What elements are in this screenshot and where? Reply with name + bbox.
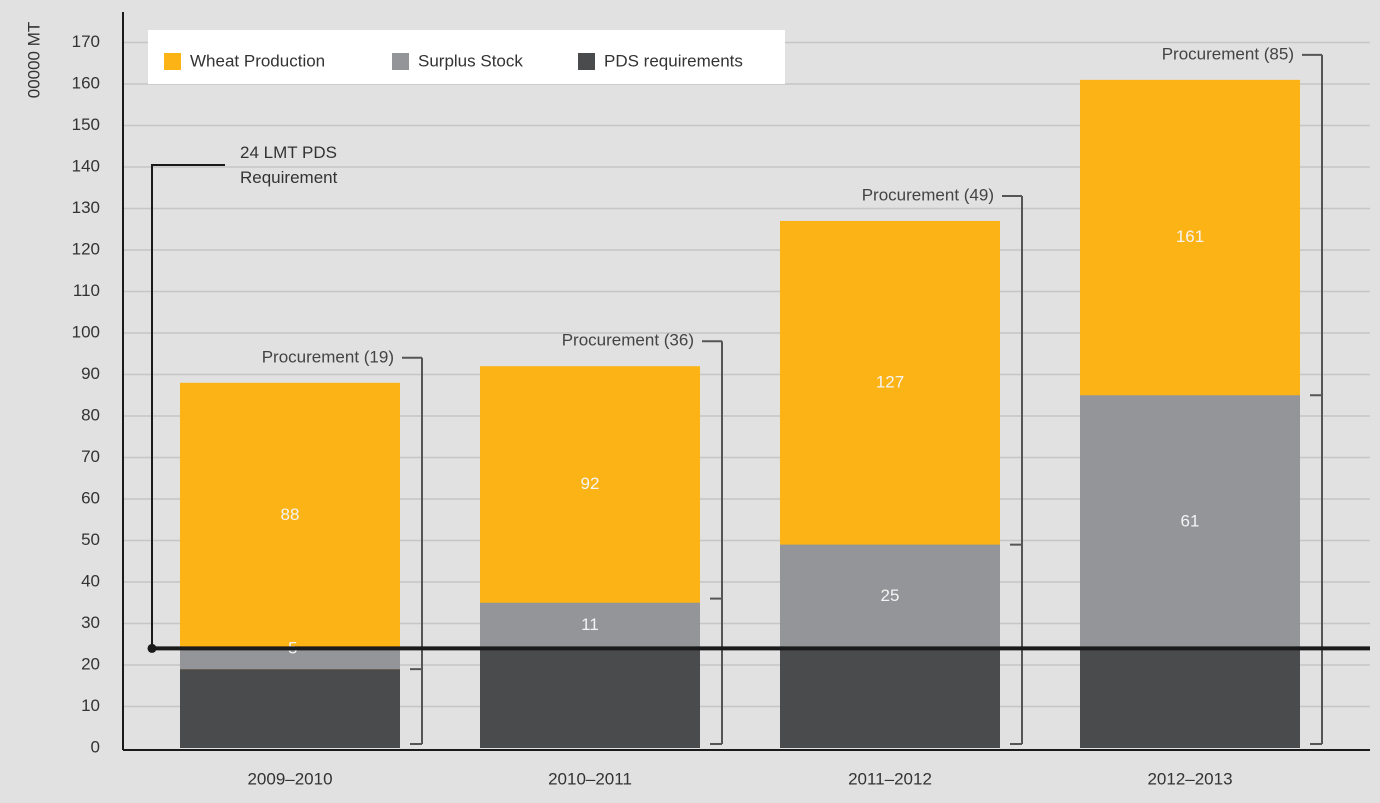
y-tick-label: 130 bbox=[72, 198, 100, 217]
reference-note: 24 LMT PDS Requirement bbox=[240, 143, 338, 187]
y-tick-label: 10 bbox=[81, 696, 100, 715]
data-label: 161 bbox=[1176, 227, 1204, 246]
y-tick-label: 30 bbox=[81, 613, 100, 632]
data-label: 92 bbox=[581, 474, 600, 493]
y-tick-label: 170 bbox=[72, 32, 100, 51]
bar-segment bbox=[1080, 648, 1300, 748]
legend-label: PDS requirements bbox=[604, 51, 743, 70]
y-tick-label: 80 bbox=[81, 405, 100, 424]
bar-segment bbox=[780, 544, 1000, 649]
x-tick-label: 2009–2010 bbox=[247, 769, 332, 788]
y-tick-label: 120 bbox=[72, 239, 100, 258]
x-tick-label: 2010–2011 bbox=[548, 769, 632, 788]
data-label: 88 bbox=[281, 505, 300, 524]
x-tick-label: 2012–2013 bbox=[1147, 769, 1232, 788]
procurement-label: Procurement (19) bbox=[262, 347, 394, 366]
bar-segment bbox=[1080, 395, 1300, 649]
reference-leader bbox=[151, 164, 225, 649]
legend-swatch bbox=[164, 53, 181, 70]
legend-box bbox=[148, 30, 785, 84]
y-tick-label: 20 bbox=[81, 654, 100, 673]
legend-swatch bbox=[578, 53, 595, 70]
procurement-label: Procurement (49) bbox=[862, 185, 994, 204]
bar-segment bbox=[180, 669, 400, 748]
y-tick-label: 150 bbox=[72, 115, 100, 134]
y-tick-label: 60 bbox=[81, 488, 100, 507]
y-axis-label: 00000 MT bbox=[24, 22, 43, 99]
y-tick-label: 0 bbox=[91, 737, 100, 756]
y-tick-label: 50 bbox=[81, 530, 100, 549]
data-label: 11 bbox=[581, 615, 599, 634]
y-tick-label: 160 bbox=[72, 73, 100, 92]
x-tick-label: 2011–2012 bbox=[848, 769, 932, 788]
legend-label: Wheat Production bbox=[190, 51, 325, 70]
data-label: 25 bbox=[881, 586, 900, 605]
y-tick-label: 110 bbox=[73, 281, 100, 300]
bar-segment bbox=[480, 602, 700, 649]
reference-label: 24 LMT PDS Requirement bbox=[240, 143, 338, 187]
y-tick-label: 70 bbox=[81, 447, 100, 466]
y-tick-label: 40 bbox=[81, 571, 100, 590]
y-tick-label: 140 bbox=[72, 156, 100, 175]
bar-segment bbox=[180, 648, 400, 670]
data-label: 61 bbox=[1181, 511, 1200, 530]
y-tick-label: 90 bbox=[81, 364, 100, 383]
bar-segment bbox=[780, 648, 1000, 748]
legend-swatch bbox=[392, 53, 409, 70]
data-label: 127 bbox=[876, 372, 904, 391]
procurement-label: Procurement (36) bbox=[562, 331, 694, 350]
procurement-label: Procurement (85) bbox=[1162, 44, 1294, 63]
bar-segment bbox=[480, 648, 700, 748]
y-tick-label: 100 bbox=[72, 322, 100, 341]
legend-label: Surplus Stock bbox=[418, 51, 523, 70]
